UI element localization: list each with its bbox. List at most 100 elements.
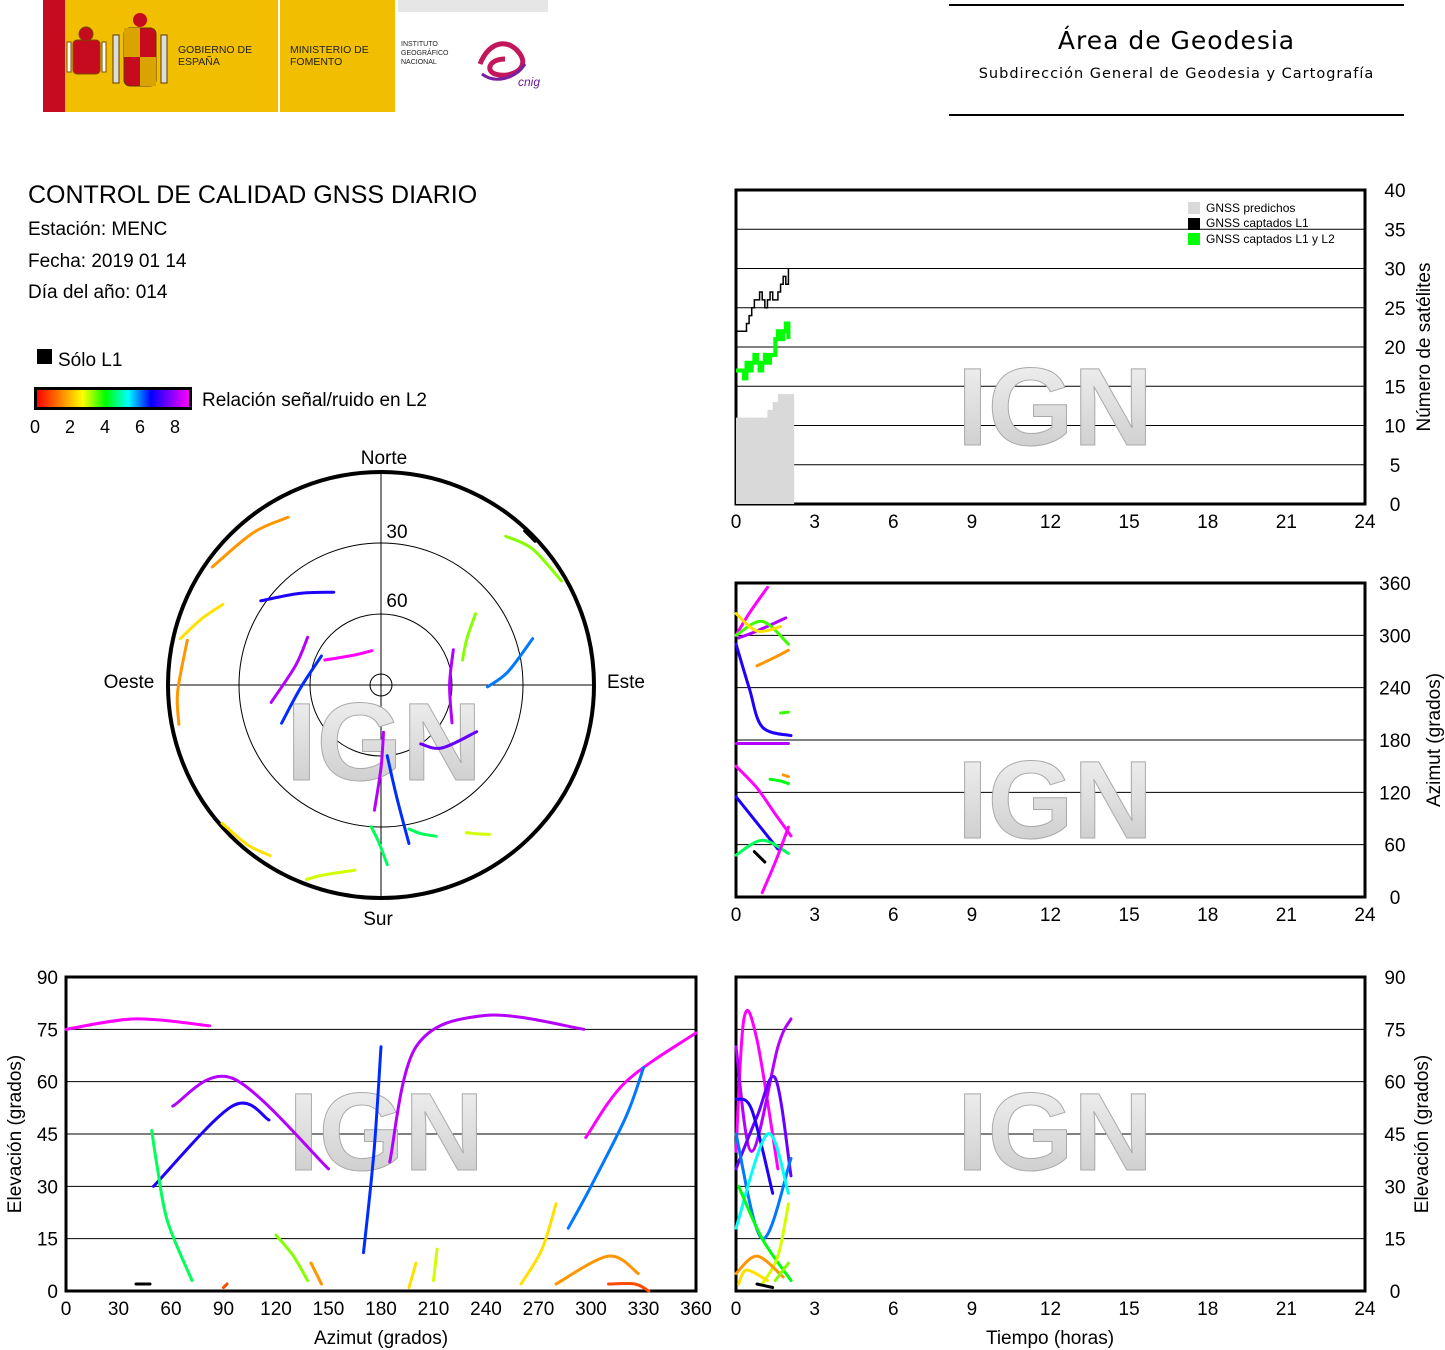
y-tick-label: 15 (1384, 377, 1405, 398)
l1l2-series-line (736, 321, 791, 381)
satellite-track (64, 1017, 211, 1031)
legend-swatch-predicted (1188, 202, 1200, 214)
area-title: Área de Geodesia (1057, 26, 1296, 55)
report-title: CONTROL DE CALIDAD GNSS DIARIO (28, 181, 478, 209)
satellite-track (737, 1184, 793, 1282)
legend-swatch-l1 (1188, 218, 1200, 230)
x-tick-label: 3 (809, 905, 820, 926)
satellite-track (734, 612, 783, 633)
snr-legend: Sólo L1 Relación señal/ruido en L2 0 2 4… (30, 349, 427, 437)
satellite-track (781, 773, 790, 779)
west-label: Oeste (104, 672, 155, 693)
y-tick-label: 25 (1384, 299, 1405, 320)
satellite-track (504, 534, 563, 583)
satellite-track (150, 1129, 194, 1282)
date-label: Fecha: 2019 01 14 (28, 251, 187, 272)
satellite-track (362, 1045, 383, 1255)
area-header: Área de Geodesia Subdirección General de… (949, 4, 1404, 116)
satellite-track (269, 635, 310, 704)
x-tick-label: 180 (365, 1299, 397, 1320)
gridlines (736, 1028, 1365, 1240)
watermark: IGN (957, 346, 1154, 470)
station-label: Estación: MENC (28, 219, 168, 240)
satellite-track (152, 1101, 271, 1188)
satellite-track (175, 638, 189, 726)
x-tick-label: 210 (418, 1299, 450, 1320)
x-tick-label: 9 (967, 1299, 978, 1320)
watermark: IGN (957, 739, 1154, 863)
gridlines (736, 634, 1365, 846)
x-tick-label: 330 (628, 1299, 660, 1320)
satellite-track (734, 838, 790, 857)
y-tick-label: 15 (1384, 1230, 1405, 1251)
y-ticks: 0 5 10 15 20 25 30 35 40 (1384, 181, 1405, 516)
snr-label: Relación señal/ruido en L2 (202, 390, 427, 411)
snr-tick: 2 (65, 417, 75, 437)
x-tick-label: 0 (61, 1299, 72, 1320)
azimuth-time-chart: IGN 0 3 6 9 12 15 18 21 24 0 60 120 180 240 300 360 Az… (731, 574, 1445, 926)
satellite-track (734, 1254, 785, 1279)
satellite-track (737, 1268, 769, 1286)
y-tick-label: 40 (1384, 181, 1405, 202)
satellite-track (734, 764, 793, 838)
predicted-bar (762, 417, 768, 504)
gobierno-text: GOBIERNO DE ESPAÑA (178, 44, 253, 68)
satellite-track (369, 825, 389, 867)
x-tick-label: 3 (809, 512, 820, 533)
x-ticks: 0 3 6 9 12 15 18 21 24 (731, 1299, 1376, 1320)
satellite-track (388, 1013, 586, 1164)
y-tick-label: 180 (1379, 731, 1411, 752)
x-tick-label: 0 (731, 512, 742, 533)
satellite-track (768, 777, 790, 786)
flag-stripe (43, 0, 65, 112)
satellite-track (734, 1097, 775, 1195)
satellite-track (734, 585, 769, 637)
satellite-track (566, 1066, 645, 1230)
satellite-track (259, 590, 336, 603)
y-tick-label: 0 (1390, 495, 1401, 516)
tracks (734, 585, 793, 895)
x-tick-label: 15 (1119, 905, 1140, 926)
satellite-track (734, 1074, 793, 1178)
watermark-text: IGN (957, 739, 1153, 862)
elevation-time-chart: IGN 0 3 6 9 12 15 18 21 24 0 15 30 45 60 75 90 Tiempo … (731, 968, 1433, 1349)
satellite-track (734, 1009, 780, 1171)
x-tick-label: 120 (260, 1299, 292, 1320)
x-tick-label: 21 (1276, 1299, 1297, 1320)
satellite-track (407, 1261, 418, 1290)
only-l1-swatch (37, 349, 52, 364)
watermark: IGN (288, 1071, 485, 1195)
x-tick-label: 24 (1354, 1299, 1376, 1320)
satellite-track (280, 654, 323, 725)
predicted-bar (746, 417, 753, 504)
predicted-bar (751, 417, 758, 504)
satellite-track (464, 831, 492, 836)
y-ticks: 0 15 30 45 60 75 90 (37, 968, 58, 1303)
x-tick-label: 12 (1040, 905, 1061, 926)
x-tick-label: 90 (213, 1299, 234, 1320)
watermark-text: IGN (288, 1071, 484, 1194)
satellite-track (734, 642, 793, 738)
y-axis-label: Número de satélites (1414, 263, 1435, 432)
snr-tick: 0 (30, 417, 40, 437)
x-tick-label: 240 (470, 1299, 502, 1320)
legend-l1: GNSS captados L1 (1206, 216, 1309, 230)
x-tick-label: 60 (160, 1299, 181, 1320)
y-tick-label: 30 (37, 1177, 58, 1198)
satellite-track (372, 730, 385, 812)
x-tick-label: 6 (888, 1299, 899, 1320)
y-tick-label: 75 (1384, 1020, 1405, 1041)
coat-of-arms-icon (65, 0, 108, 112)
x-tick-label: 24 (1354, 905, 1376, 926)
only-l1-label: Sólo L1 (58, 350, 122, 371)
x-tick-label: 360 (680, 1299, 712, 1320)
satellite-track (519, 1202, 558, 1286)
predicted-bar (783, 394, 789, 504)
satellite-track (222, 1282, 229, 1290)
x-tick-label: 150 (313, 1299, 345, 1320)
satellite-track (274, 1233, 309, 1282)
satellite-track (407, 827, 438, 838)
ign-logo: INSTITUTO GEOGRÁFICO NACIONAL cnig (398, 0, 548, 112)
y-tick-label: 300 (1379, 626, 1411, 647)
